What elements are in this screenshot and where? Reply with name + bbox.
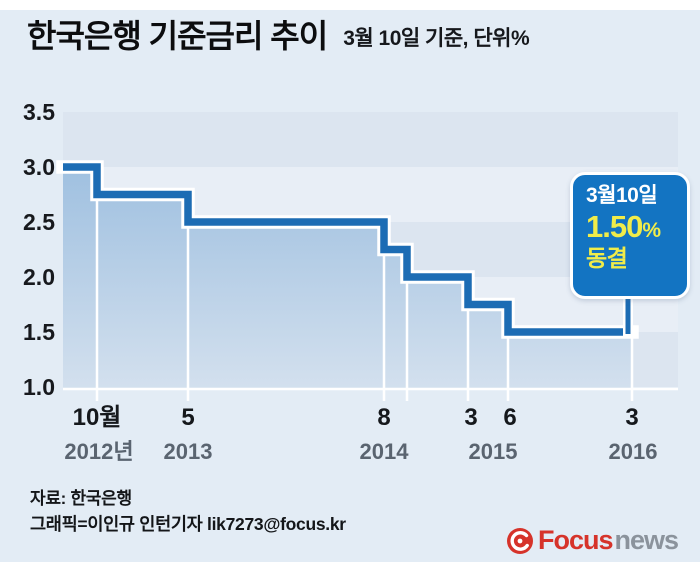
y-tick-label: 1.5 [23, 319, 55, 345]
credit-text: 그래픽=이인규 인턴기자 lik7273@focus.kr [30, 514, 346, 534]
callout-rate: 1.50% [586, 209, 683, 245]
header: 한국은행 기준금리 추이 3월 10일 기준, 단위% [27, 16, 530, 56]
x-tick-month-label: 10월 [72, 404, 122, 431]
top-strip [0, 0, 700, 10]
y-tick-label: 1.0 [23, 374, 55, 400]
callout-rate-unit: % [642, 219, 661, 243]
callout-status: 동결 [586, 244, 628, 271]
x-tick-year-label: 2016 [608, 439, 658, 464]
logo-suffix-text: news [614, 525, 680, 555]
x-tick-month-label: 6 [503, 404, 517, 431]
callout-date: 3월10일 [586, 184, 658, 207]
footer: 자료: 한국은행 그래픽=이인규 인턴기자 lik7273@focus.kr F… [0, 478, 700, 562]
rate-callout: 3월10일 1.50% 동결 [570, 172, 690, 299]
plot-band [63, 112, 678, 167]
x-tick-year-label: 2013 [163, 439, 213, 464]
callout-rate-value: 1.50 [586, 209, 643, 245]
logo-brand-text: Focus [538, 525, 614, 555]
x-tick-month-label: 3 [625, 404, 639, 431]
x-tick-year-label: 2014 [359, 439, 409, 464]
page-subtitle: 3월 10일 기준, 단위% [343, 27, 530, 50]
x-tick-year-label: 2015 [468, 439, 518, 464]
x-tick-month-label: 8 [377, 404, 391, 431]
x-tick-month-label: 3 [464, 404, 478, 431]
x-tick-year-label: 2012년 [64, 439, 134, 464]
rate-line [63, 163, 632, 336]
step-guide-lines [95, 194, 634, 401]
x-tick-month-label: 5 [181, 404, 195, 431]
y-tick-label: 3.0 [23, 154, 55, 180]
focus-logo-icon [507, 527, 533, 554]
y-tick-label: 2.5 [23, 209, 55, 235]
page-title: 한국은행 기준금리 추이 [27, 18, 328, 54]
y-tick-label: 2.0 [23, 264, 55, 290]
y-tick-label: 3.5 [23, 99, 55, 125]
focus-news-logo: Focus news [505, 525, 680, 556]
source-text: 자료: 한국은행 [30, 489, 132, 508]
